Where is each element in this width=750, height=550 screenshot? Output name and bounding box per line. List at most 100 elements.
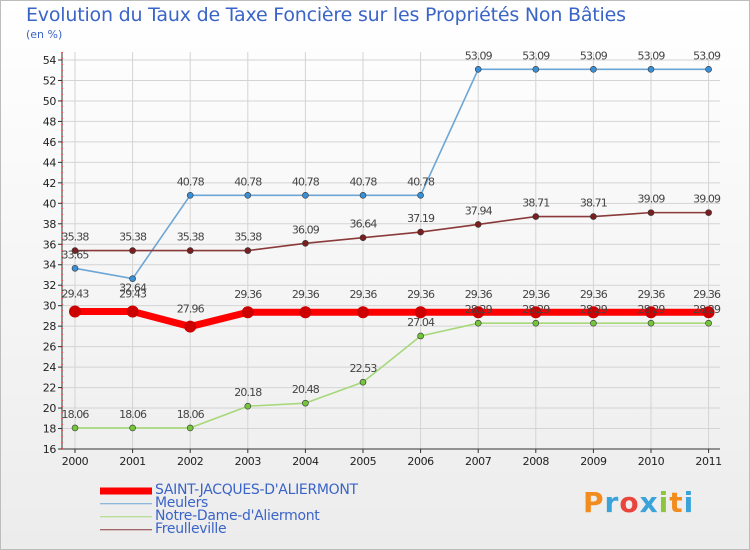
legend-label: Meulers <box>155 495 209 511</box>
data-label: 22.53 <box>350 362 378 375</box>
data-point <box>244 402 252 410</box>
data-label: 39.09 <box>693 193 721 206</box>
data-point <box>71 247 79 254</box>
data-point <box>417 332 424 340</box>
x-tick-label: 2001 <box>119 455 145 468</box>
data-point <box>302 192 309 199</box>
x-tick-label: 2010 <box>638 455 665 468</box>
data-point <box>474 319 482 327</box>
y-tick-label: 40 <box>43 197 57 210</box>
data-point <box>529 306 542 319</box>
data-label: 28.29 <box>465 303 493 316</box>
data-label: 29.36 <box>234 288 262 301</box>
legend-label: Freulleville <box>155 521 227 537</box>
x-tick-label: 2002 <box>177 455 203 468</box>
data-point <box>647 209 655 216</box>
y-tick-label: 42 <box>43 177 56 190</box>
x-tick-label: 2000 <box>62 455 89 468</box>
data-label: 53.09 <box>638 49 666 62</box>
logo-letter: x <box>639 486 659 519</box>
y-tick-label: 26 <box>43 341 57 354</box>
data-point <box>532 319 540 327</box>
legend-swatch <box>100 502 152 505</box>
data-label: 37.94 <box>465 204 493 217</box>
data-label: 53.09 <box>465 49 493 62</box>
data-point <box>359 192 367 199</box>
x-tick-label: 2004 <box>292 455 319 468</box>
data-label: 29.36 <box>522 288 550 301</box>
data-point <box>705 319 712 327</box>
data-point <box>705 66 712 73</box>
data-point <box>129 424 136 432</box>
data-point <box>705 209 712 216</box>
data-label: 38.71 <box>580 197 607 210</box>
data-label: 32.64 <box>119 282 147 295</box>
data-label: 40.78 <box>350 175 378 188</box>
data-label: 39.09 <box>638 193 666 206</box>
data-label: 35.38 <box>62 231 90 244</box>
data-point <box>472 306 485 319</box>
data-label: 40.78 <box>407 175 435 188</box>
data-point <box>359 234 367 242</box>
series-line <box>75 308 709 331</box>
data-label: 29.36 <box>465 288 493 301</box>
y-tick-label: 18 <box>43 423 57 436</box>
data-point <box>645 306 657 319</box>
logo-letter: i <box>683 486 695 519</box>
data-point <box>241 306 254 319</box>
x-tick-label: 2009 <box>580 455 607 468</box>
data-label: 53.09 <box>522 49 550 62</box>
x-tick-label: 2007 <box>465 455 492 468</box>
data-label: 40.78 <box>177 175 205 188</box>
y-tick-label: 46 <box>43 136 57 149</box>
data-point <box>302 399 309 407</box>
line-chart: 16 18 20 22 24 26 28 30 32 34 36 38 40 42 44 46 48 50 52 54… <box>43 49 722 468</box>
legend-label: Notre-Dame-d'Aliermont <box>155 508 320 524</box>
data-point <box>590 66 597 73</box>
data-point <box>69 305 81 318</box>
chart-title: Evolution du Taux de Taxe Foncière sur l… <box>26 4 626 26</box>
data-point <box>474 221 482 228</box>
series-line <box>75 211 709 252</box>
data-point <box>71 265 79 272</box>
data-point <box>71 424 79 432</box>
data-point <box>186 247 194 254</box>
data-point <box>590 213 597 220</box>
data-label: 28.29 <box>638 303 666 316</box>
data-point <box>647 319 655 327</box>
y-tick-label: 34 <box>43 259 57 272</box>
data-point <box>244 247 252 254</box>
data-point <box>647 66 655 73</box>
data-label: 29.36 <box>638 288 666 301</box>
legend-swatch <box>100 487 152 494</box>
data-point <box>414 306 427 319</box>
data-label: 28.29 <box>580 303 608 316</box>
data-label: 27.04 <box>407 316 435 329</box>
data-label: 29.36 <box>693 288 721 301</box>
y-tick-label: 28 <box>43 320 57 333</box>
data-point <box>186 192 194 199</box>
data-label: 18.06 <box>62 408 90 421</box>
data-point <box>244 192 252 199</box>
data-label: 18.06 <box>177 408 205 421</box>
data-label: 20.48 <box>292 383 320 396</box>
data-point <box>299 306 312 319</box>
data-label: 40.78 <box>292 175 320 188</box>
proxiti-logo: Proxiti <box>583 486 694 519</box>
data-point <box>702 306 715 319</box>
data-label: 53.09 <box>580 49 608 62</box>
data-label: 18.06 <box>119 408 147 421</box>
data-point <box>417 228 424 236</box>
data-label: 36.64 <box>350 218 378 231</box>
data-label: 28.29 <box>693 303 721 316</box>
data-point <box>357 306 369 319</box>
data-point <box>417 192 424 199</box>
data-label: 36.09 <box>292 223 320 236</box>
x-tick-label: 2005 <box>350 455 377 468</box>
y-tick-label: 22 <box>43 382 56 395</box>
y-tick-label: 52 <box>43 74 56 87</box>
x-tick-label: 2003 <box>235 455 262 468</box>
data-point <box>126 305 139 318</box>
data-label: 29.43 <box>62 288 90 301</box>
y-tick-label: 30 <box>43 300 57 313</box>
